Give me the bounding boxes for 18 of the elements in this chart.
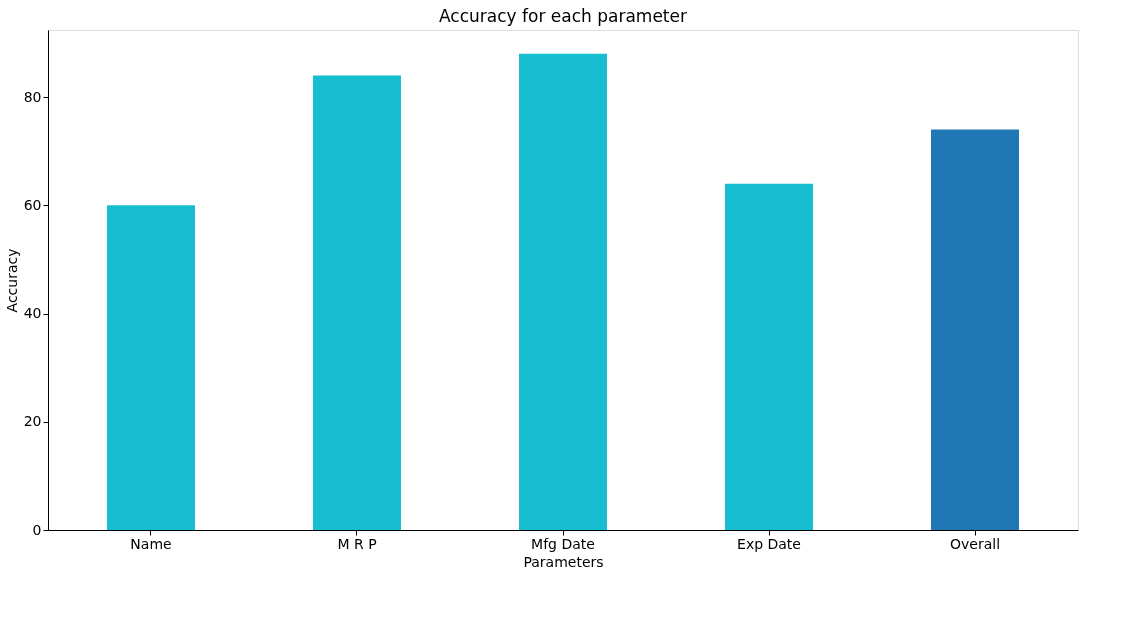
- x-tick-label: Overall: [949, 535, 1001, 552]
- y-tick-label: 40: [23, 305, 42, 322]
- bar: [313, 75, 401, 530]
- y-tick-label: 60: [23, 196, 42, 213]
- x-tick-label: Mfg Date: [531, 535, 595, 552]
- x-tick-label: Exp Date: [737, 535, 801, 552]
- bar: [519, 53, 607, 530]
- x-axis-title: Parameters: [523, 553, 604, 570]
- y-tick-label: 20: [23, 413, 42, 430]
- bar: [725, 183, 813, 530]
- bar: [107, 205, 195, 530]
- y-tick-label: 80: [23, 88, 42, 105]
- y-tick-label: 0: [32, 521, 42, 538]
- bar: [931, 129, 1019, 530]
- x-tick-label: M R P: [337, 535, 377, 552]
- y-axis-title: Accuracy: [3, 248, 20, 313]
- chart-title: Accuracy for each parameter: [439, 6, 687, 26]
- x-tick-label: Name: [130, 535, 172, 552]
